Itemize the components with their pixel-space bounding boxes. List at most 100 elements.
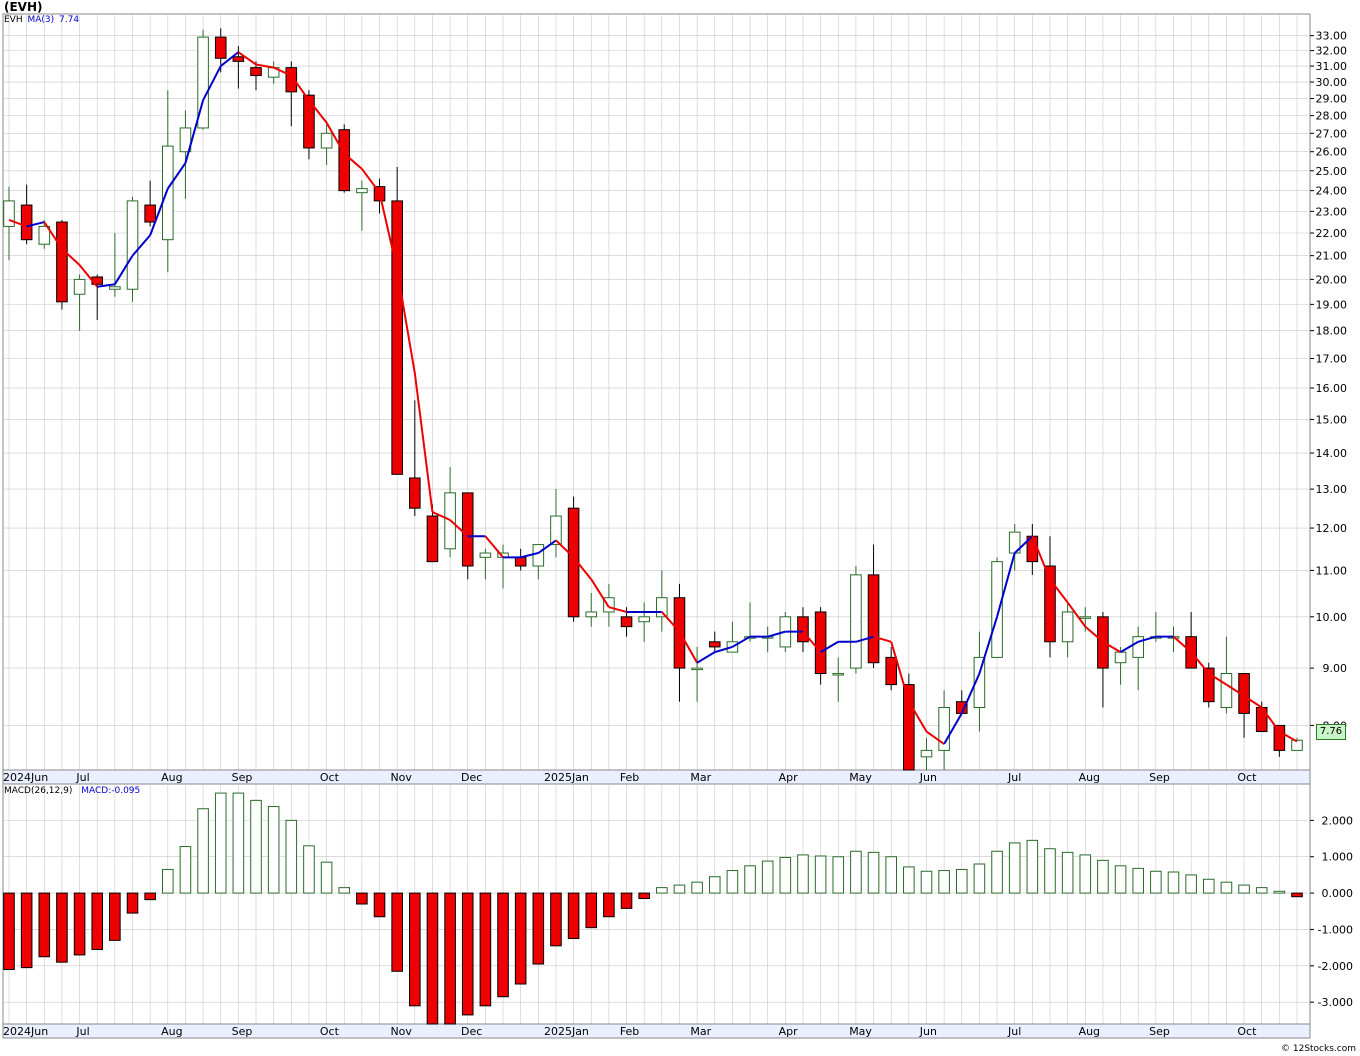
ma3-segment	[43, 221, 63, 250]
macd-bar	[744, 865, 756, 894]
macd-bar	[126, 892, 139, 914]
price-panel: 8.009.0010.0011.0012.0013.0014.0015.0016…	[2, 13, 1348, 785]
ma3-segment	[1243, 695, 1263, 709]
macd-bar	[461, 892, 474, 1016]
macd-bar	[603, 892, 615, 918]
ma3-segment	[237, 51, 257, 66]
macd-bar	[656, 887, 668, 894]
macd-bar	[20, 892, 33, 969]
candle-body	[356, 188, 368, 194]
macd-xtick-label: Sep	[232, 1025, 253, 1038]
macd-bar	[514, 892, 527, 985]
macd-xtick-label: 2025Jan	[544, 1025, 589, 1038]
candle-body	[197, 36, 209, 129]
price-xtick-label: Jul	[1007, 771, 1021, 784]
macd-bar	[197, 808, 209, 894]
ma3-segment	[26, 221, 45, 228]
ma3-segment	[432, 511, 451, 521]
candle-body	[126, 200, 139, 290]
ma3-segment	[820, 640, 839, 653]
macd-bar	[1008, 842, 1021, 894]
macd-bar	[1061, 851, 1074, 894]
candle-body	[479, 552, 492, 558]
price-ytick-label: 19.00	[1316, 298, 1348, 311]
macd-bar	[1291, 892, 1303, 898]
ma3-segment	[343, 152, 363, 170]
macd-panel: 2.000 1.000 0.000 -1.000 -2.000 -3.000 2024Jun…	[2, 783, 1353, 1039]
ma3-segment	[873, 635, 892, 643]
macd-bar	[832, 856, 845, 894]
price-ytick-label: 26.00	[1316, 146, 1348, 159]
macd-ytick-label: -1.000	[1318, 923, 1353, 936]
ma3-segment	[767, 630, 786, 638]
price-ytick-label: 25.00	[1316, 165, 1348, 178]
macd-bar	[1238, 884, 1250, 894]
ma3-segment	[1260, 706, 1281, 733]
macd-bar	[1079, 854, 1092, 894]
ma3-segment	[149, 188, 169, 236]
macd-bar	[550, 892, 562, 947]
candle-body	[585, 611, 598, 618]
macd-xtick-label: Oct	[1237, 1025, 1257, 1038]
macd-bar	[1273, 890, 1286, 894]
candle-body	[920, 749, 933, 758]
price-ytick-label: 24.00	[1316, 185, 1348, 198]
macd-bar	[867, 851, 880, 894]
candle-body	[56, 221, 68, 303]
macd-bar	[1026, 839, 1039, 894]
candle-body	[1291, 739, 1303, 751]
ma3-segment	[696, 651, 716, 664]
legend-ma-value: 7.74	[59, 15, 80, 25]
macd-ytick-label: -3.000	[1318, 996, 1353, 1009]
macd-bar	[938, 870, 950, 894]
ma3-segment	[1190, 651, 1210, 675]
price-ytick-label: 9.00	[1323, 662, 1348, 675]
ma3-segment	[308, 99, 328, 124]
candle-body	[232, 56, 245, 62]
price-xtick-label: Jul	[75, 771, 89, 784]
ma3-segment	[166, 162, 187, 190]
price-xaxis-strip	[2, 769, 1311, 785]
macd-bar	[885, 856, 897, 894]
macd-bar	[1150, 870, 1162, 894]
ma3-segment	[378, 192, 399, 270]
candle-body	[867, 574, 880, 664]
price-xtick-label: Feb	[620, 771, 639, 784]
legend-symbol: EVH	[4, 15, 23, 25]
ma3-segment	[78, 264, 98, 288]
ma3-segment	[255, 63, 274, 69]
macd-bar	[532, 892, 545, 965]
ma3-segment	[943, 712, 963, 745]
candle-body	[1220, 673, 1233, 709]
macd-legend-value: MACD:-0.095	[81, 786, 141, 796]
ma3-segment	[890, 641, 910, 702]
ma3-segment	[61, 248, 81, 266]
macd-xtick-label: Dec	[461, 1025, 482, 1038]
price-ytick-label: 15.00	[1316, 413, 1348, 426]
candle-body	[1061, 611, 1074, 643]
candle-body	[691, 667, 703, 671]
macd-bar	[91, 892, 104, 950]
price-xtick-label: Dec	[461, 771, 482, 784]
candle-body	[532, 544, 545, 567]
macd-xtick-label: May	[849, 1025, 872, 1038]
macd-bar	[850, 850, 862, 894]
macd-xtick-label: Jun	[919, 1025, 937, 1038]
candle-body	[1273, 724, 1286, 751]
macd-ytick-label: -2.000	[1318, 960, 1353, 973]
macd-xtick-label: Aug	[161, 1025, 182, 1038]
ma3-segment	[731, 635, 751, 648]
ma3-segment	[1120, 640, 1139, 653]
price-xtick-label: Aug	[1079, 771, 1100, 784]
macd-xaxis-strip	[2, 1023, 1311, 1039]
candle-body	[514, 556, 527, 567]
macd-bar	[1167, 871, 1180, 894]
candle-body	[409, 477, 421, 509]
candle-body	[797, 616, 809, 643]
price-ytick-label: 29.00	[1316, 93, 1348, 106]
candle-body	[1079, 616, 1092, 619]
macd-xtick-label: 2024Jun	[3, 1025, 48, 1038]
candle-body	[1202, 667, 1215, 703]
legend-ma-label: MA(3)	[27, 15, 55, 25]
candle-body	[144, 204, 156, 223]
